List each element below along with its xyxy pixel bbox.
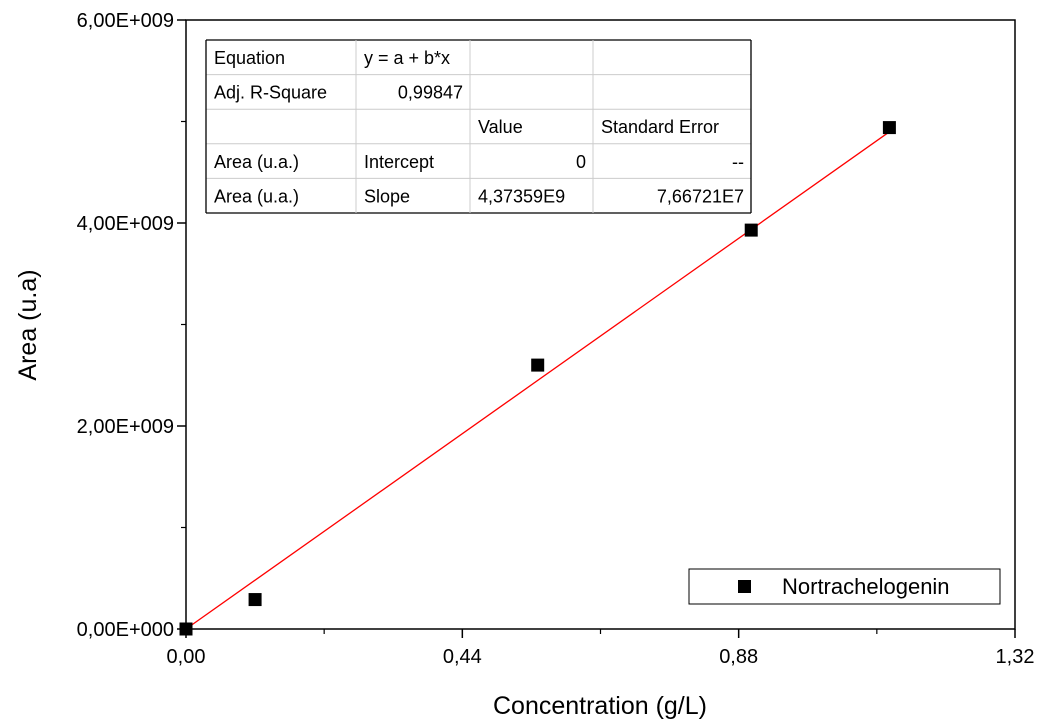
fit-results-table: Equation y = a + b*x Adj. R-Square 0,99847 V… bbox=[205, 39, 752, 214]
data-point bbox=[531, 358, 545, 372]
fit-line bbox=[185, 131, 890, 630]
fit-table-cell: 0,99847 bbox=[398, 83, 463, 103]
fit-table-cell: Intercept bbox=[364, 152, 434, 172]
data-points bbox=[179, 121, 896, 636]
y-axis: 0,00E+000 2,00E+009 4,00E+009 6,00E+009 bbox=[77, 10, 186, 641]
legend-marker-square bbox=[738, 580, 751, 593]
x-tick-label: 1,32 bbox=[996, 646, 1035, 668]
y-tick-label: 4,00E+009 bbox=[77, 213, 174, 235]
y-tick-label: 6,00E+009 bbox=[77, 10, 174, 32]
y-axis-title: Area (u.a) bbox=[14, 269, 42, 380]
legend-label: Nortrachelogenin bbox=[782, 574, 950, 599]
x-axis: 0,00 0,44 0,88 1,32 bbox=[167, 629, 1035, 668]
y-tick-label: 0,00E+000 bbox=[77, 619, 174, 641]
x-tick-label: 0,88 bbox=[719, 646, 758, 668]
fit-table-cell: y = a + b*x bbox=[364, 48, 450, 68]
data-point bbox=[882, 121, 896, 135]
data-point bbox=[248, 593, 262, 607]
x-tick-label: 0,44 bbox=[443, 646, 482, 668]
fit-table-cell: 0 bbox=[576, 152, 586, 172]
fit-table-cell: Area (u.a.) bbox=[214, 152, 299, 172]
data-point bbox=[744, 223, 758, 237]
fit-table-background bbox=[206, 40, 751, 213]
fit-table-cell: Adj. R-Square bbox=[214, 83, 327, 103]
x-tick-label: 0,00 bbox=[167, 646, 206, 668]
fit-table-cell: -- bbox=[732, 152, 744, 172]
fit-table-cell: Slope bbox=[364, 186, 410, 206]
y-tick-label: 2,00E+009 bbox=[77, 416, 174, 438]
fit-table-cell: Standard Error bbox=[601, 117, 719, 137]
legend: Nortrachelogenin bbox=[688, 568, 1001, 605]
fit-table-cell: Value bbox=[478, 117, 523, 137]
x-axis-title: Concentration (g/L) bbox=[493, 692, 707, 720]
fit-table-cell: Equation bbox=[214, 48, 285, 68]
fit-table-cell: 7,66721E7 bbox=[657, 186, 744, 206]
fit-table-cell: 4,37359E9 bbox=[478, 186, 565, 206]
fit-table-cell: Area (u.a.) bbox=[214, 186, 299, 206]
data-point bbox=[179, 622, 193, 636]
